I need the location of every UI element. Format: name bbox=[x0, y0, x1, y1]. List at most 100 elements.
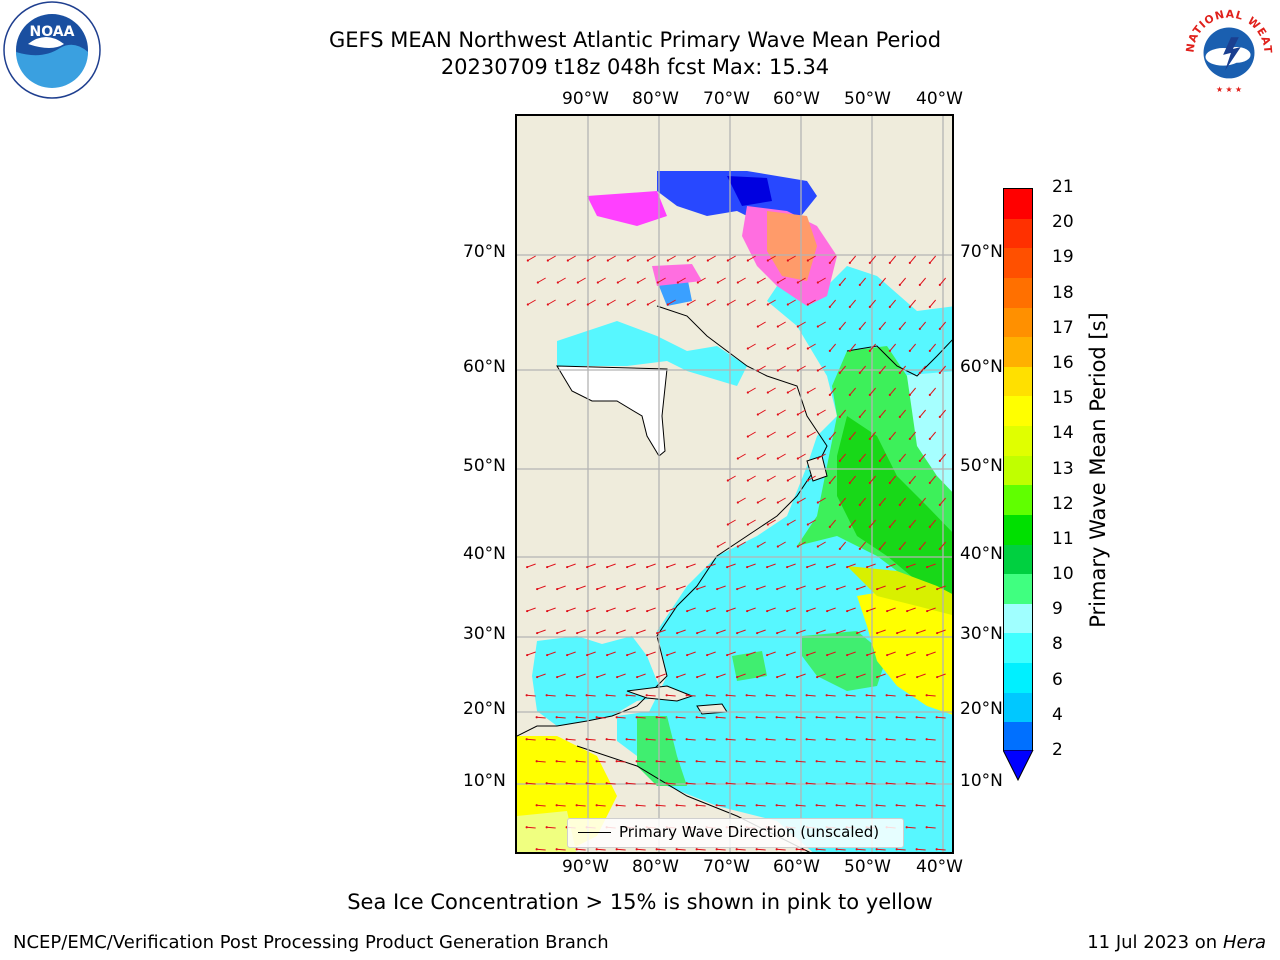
wave-arrow-head bbox=[766, 653, 769, 657]
wave-arrow-head bbox=[906, 653, 909, 657]
wave-arrow-head bbox=[838, 415, 841, 418]
wave-arrow-head bbox=[576, 675, 579, 679]
wave-arrow bbox=[556, 848, 566, 851]
wave-arrow-head bbox=[918, 371, 921, 374]
wave-direction-arrows bbox=[525, 255, 947, 851]
wave-arrow-head bbox=[686, 653, 689, 657]
wave-arrow bbox=[876, 848, 886, 851]
wave-arrow bbox=[807, 475, 816, 481]
wave-arrow bbox=[727, 255, 736, 261]
wave-arrow bbox=[807, 607, 816, 612]
wave-arrow bbox=[776, 804, 786, 807]
wave-arrow-head bbox=[586, 303, 589, 306]
wave-arrow-head bbox=[576, 587, 579, 591]
colorbar-label: 18 bbox=[1052, 282, 1074, 303]
wave-arrow bbox=[786, 782, 796, 785]
wave-arrow bbox=[889, 431, 897, 440]
wave-arrow-head bbox=[705, 694, 708, 697]
wave-arrow-head bbox=[626, 303, 629, 306]
colorbar-segment bbox=[1004, 485, 1032, 516]
wave-arrow-head bbox=[736, 457, 739, 460]
wave-arrow bbox=[556, 760, 566, 763]
wave-arrow-head bbox=[896, 675, 899, 679]
wave-arrow-head bbox=[905, 826, 908, 829]
wave-arrow bbox=[687, 299, 696, 305]
lat-tick-right-30n: 30°N bbox=[960, 624, 1003, 644]
wave-arrow-head bbox=[605, 738, 608, 741]
wave-arrow bbox=[747, 607, 756, 612]
wave-arrow bbox=[869, 475, 877, 484]
wave-arrow-head bbox=[916, 675, 919, 679]
wave-arrow bbox=[537, 585, 546, 590]
wave-arrow bbox=[586, 694, 596, 697]
wave-arrow-head bbox=[806, 259, 809, 262]
wave-arrow bbox=[557, 629, 566, 634]
wave-arrow-head bbox=[586, 565, 589, 569]
wave-arrow bbox=[876, 760, 886, 763]
wave-arrow-head bbox=[855, 716, 858, 719]
wave-arrow-head bbox=[686, 565, 689, 569]
lat-tick-right-50n: 50°N bbox=[960, 456, 1003, 476]
wave-arrow bbox=[647, 651, 656, 656]
wave-arrow bbox=[747, 563, 756, 568]
wave-arrow-head bbox=[716, 281, 719, 284]
wave-arrow-head bbox=[838, 503, 841, 506]
wave-arrow bbox=[777, 585, 786, 590]
wave-arrow bbox=[849, 343, 857, 352]
wave-arrow bbox=[826, 694, 836, 697]
wave-arrow-head bbox=[696, 281, 699, 284]
wave-arrow-head bbox=[885, 782, 888, 785]
wave-arrow bbox=[687, 563, 696, 568]
wave-arrow bbox=[757, 585, 766, 590]
wave-arrow-head bbox=[938, 459, 941, 462]
ocean-yellow-sw-light bbox=[517, 811, 577, 852]
colorbar-segment bbox=[1004, 603, 1032, 634]
wave-arrow bbox=[796, 848, 806, 851]
wave-arrow bbox=[826, 738, 836, 741]
wave-arrow-head bbox=[856, 587, 859, 591]
wave-arrow bbox=[706, 694, 716, 697]
colorbar-label: 19 bbox=[1052, 247, 1074, 268]
lat-tick-right-40n: 40°N bbox=[960, 544, 1003, 564]
wave-arrow-head bbox=[796, 281, 799, 284]
wave-arrow-head bbox=[918, 327, 921, 330]
colorbar-segment bbox=[1004, 337, 1032, 368]
wave-arrow-head bbox=[845, 738, 848, 741]
lon-tick-bottom-80w: 80°W bbox=[632, 857, 679, 877]
wave-arrow-head bbox=[575, 848, 578, 851]
svg-text:★ ★ ★: ★ ★ ★ bbox=[1216, 85, 1242, 94]
wave-arrow-head bbox=[706, 259, 709, 262]
wave-arrow-head bbox=[888, 525, 891, 528]
wave-arrow bbox=[827, 607, 836, 612]
wave-arrow bbox=[697, 673, 706, 678]
wave-arrow bbox=[756, 848, 766, 851]
wave-arrow-head bbox=[806, 347, 809, 350]
wave-arrow-head bbox=[566, 609, 569, 613]
wave-arrow-head bbox=[828, 437, 831, 440]
wave-arrow bbox=[817, 277, 826, 283]
wave-arrow-head bbox=[848, 305, 851, 308]
wave-arrow bbox=[636, 760, 646, 763]
wave-arrow bbox=[787, 299, 796, 305]
wave-arrow-head bbox=[928, 261, 931, 264]
wave-arrow-head bbox=[868, 525, 871, 528]
wave-arrow-head bbox=[546, 653, 549, 657]
wave-arrow bbox=[616, 848, 626, 851]
wave-arrow-head bbox=[705, 782, 708, 785]
wave-arrow bbox=[596, 760, 606, 763]
wave-arrow bbox=[836, 804, 846, 807]
wave-arrow-head bbox=[746, 479, 749, 482]
wave-arrow bbox=[919, 409, 927, 418]
wave-arrow-head bbox=[786, 653, 789, 657]
wave-arrow bbox=[867, 651, 876, 656]
wave-arrow bbox=[859, 365, 867, 374]
wave-arrow bbox=[829, 431, 837, 440]
wave-arrow-head bbox=[816, 631, 819, 635]
wave-arrow-head bbox=[848, 393, 851, 396]
wave-arrow-head bbox=[928, 437, 931, 440]
wave-arrow-head bbox=[755, 804, 758, 807]
wave-arrow bbox=[869, 387, 877, 396]
wave-arrow bbox=[909, 343, 917, 352]
wave-arrow bbox=[777, 321, 786, 327]
wave-arrow-head bbox=[918, 459, 921, 462]
